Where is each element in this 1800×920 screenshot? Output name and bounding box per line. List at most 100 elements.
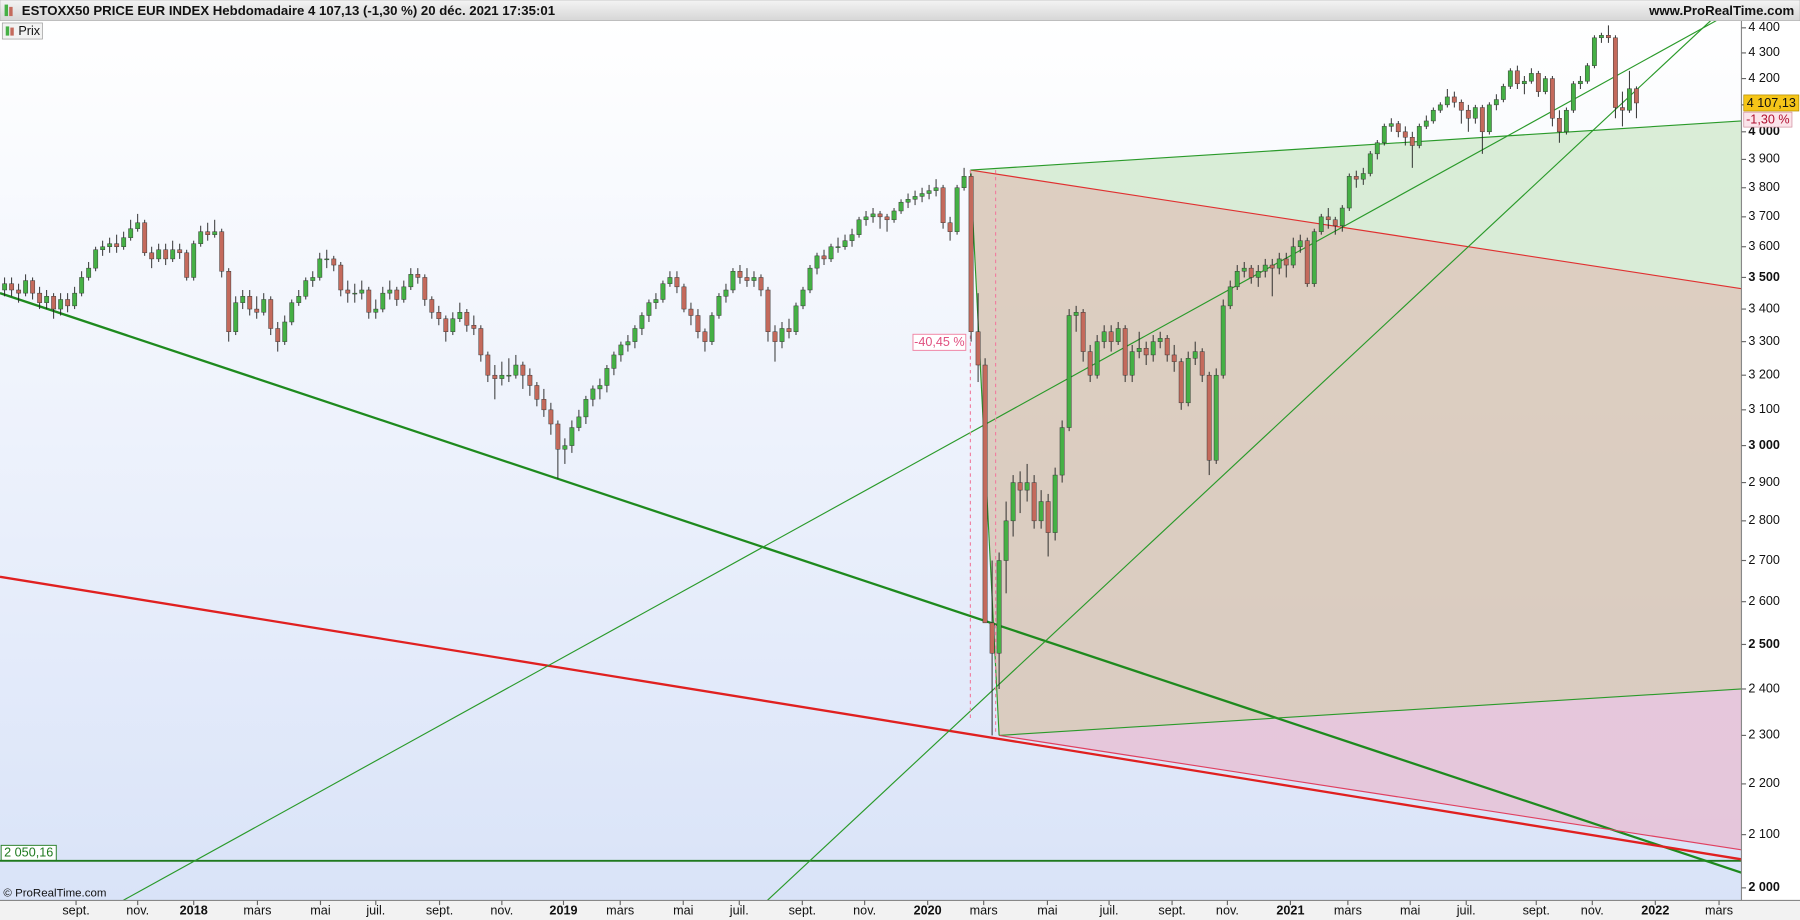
candle-body [1122, 328, 1128, 376]
candle-body [618, 344, 624, 356]
candle-body [1080, 312, 1086, 352]
candle-body [310, 277, 316, 281]
candle-body [520, 364, 526, 376]
candle-body [1129, 351, 1135, 376]
x-tick-label: sept. [426, 904, 453, 918]
y-tick-label: 3 000 [1748, 438, 1780, 452]
candle-body [373, 308, 379, 313]
candle-body [555, 423, 561, 450]
candle-body [170, 249, 176, 260]
y-tick-label: 4 000 [1748, 124, 1780, 138]
candle-body [590, 388, 596, 400]
candle-body [408, 274, 414, 288]
candle-body [1500, 86, 1506, 100]
y-tick-label: 4 400 [1748, 20, 1780, 34]
candle-body [1626, 88, 1632, 111]
candle-body [1066, 315, 1072, 428]
candle-body [961, 176, 967, 188]
candle-body [1360, 173, 1366, 180]
candle-body [1276, 258, 1282, 269]
header-site[interactable]: www.ProRealTime.com [1648, 3, 1794, 18]
candle-body [947, 222, 953, 232]
x-tick-label: sept. [1158, 904, 1185, 918]
x-tick-label: 2020 [914, 904, 942, 918]
candle-body [1402, 131, 1408, 138]
candle-body [1227, 286, 1233, 307]
candle-body [765, 289, 771, 332]
trendline [0, 292, 1742, 874]
candle-body [1423, 120, 1429, 127]
y-tick-label: 2 900 [1748, 475, 1780, 489]
candle-body [44, 296, 50, 303]
candle-body [1059, 427, 1065, 476]
zone [970, 120, 1742, 289]
candle-body [65, 299, 71, 307]
candle-body [1395, 123, 1401, 133]
legend-icon [5, 26, 10, 36]
candle-body [1171, 354, 1177, 362]
candle-body [674, 277, 680, 288]
candle-body [1199, 351, 1205, 376]
x-tick-label: nov. [1216, 904, 1239, 918]
candle-body [751, 277, 757, 281]
candle-body [1346, 176, 1352, 209]
candle-body [1556, 118, 1562, 133]
candle-body [1325, 216, 1331, 221]
candle-body [828, 246, 834, 260]
y-tick-label: 3 900 [1748, 152, 1780, 166]
candle-body [401, 286, 407, 300]
candle-body [982, 364, 988, 624]
candle-body [709, 315, 715, 342]
price-axis [1741, 20, 1800, 901]
candle-body [926, 190, 932, 194]
candle-body [996, 560, 1002, 654]
candle-body [1297, 240, 1303, 247]
candle-body [597, 385, 603, 390]
candle-body [1542, 78, 1548, 92]
candle-body [1290, 246, 1296, 266]
candle-body [1493, 99, 1499, 106]
candle-body [226, 271, 232, 332]
candle-body [1031, 482, 1037, 522]
plot-area: -40,45 % 2 050,16 [0, 20, 1742, 901]
candle-body [1101, 331, 1107, 342]
legend-icon [10, 27, 14, 36]
candle-body [1563, 109, 1569, 133]
zone [999, 688, 1742, 850]
trendline [122, 20, 1717, 901]
candle-body [1619, 107, 1625, 111]
candle-body [681, 286, 687, 310]
candle-body [716, 296, 722, 316]
candle-body [1430, 109, 1436, 122]
candle-body [1283, 258, 1289, 266]
y-tick-label: 3 200 [1748, 368, 1780, 382]
candle-body [1087, 351, 1093, 376]
zone [970, 170, 1742, 736]
candle-body [1024, 482, 1030, 491]
candle-body [1367, 153, 1373, 174]
candle-body [1157, 338, 1163, 342]
x-tick-label: mai [310, 904, 330, 918]
candle-body [289, 302, 295, 323]
candle-body [359, 289, 365, 294]
candle-body [667, 277, 673, 284]
candle-body [205, 231, 211, 235]
candle-body [646, 302, 652, 316]
candle-body [1045, 501, 1051, 533]
candle-body [51, 296, 57, 310]
candle-body [422, 277, 428, 300]
x-tick-label: 2019 [549, 904, 577, 918]
x-tick-label: juil. [1099, 904, 1119, 918]
candle-body [387, 289, 393, 294]
candle-body [1535, 73, 1541, 92]
x-tick-label: mai [1400, 904, 1420, 918]
candle-body [541, 399, 547, 411]
x-tick-label: nov. [126, 904, 149, 918]
candle-body [1353, 176, 1359, 180]
candle-body [429, 299, 435, 313]
x-tick-label: sept. [789, 904, 816, 918]
candle-body [1213, 374, 1219, 461]
candle-body [842, 240, 848, 247]
x-tick-label: mars [1705, 904, 1733, 918]
candle-body [1311, 231, 1317, 284]
